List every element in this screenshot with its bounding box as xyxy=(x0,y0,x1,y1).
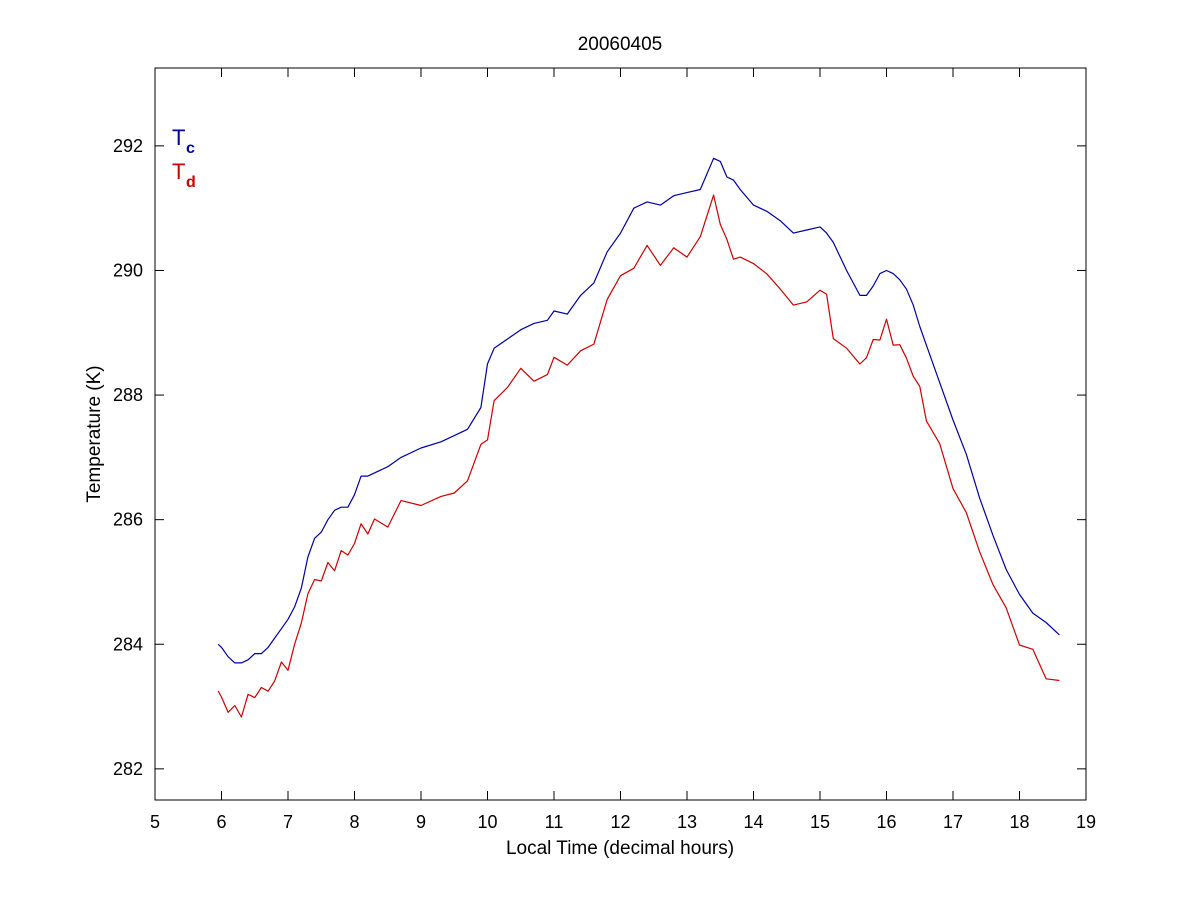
y-axis: 282 284 286 288 290 292 xyxy=(113,136,1086,779)
y-tick-label: 282 xyxy=(113,759,143,779)
y-tick-label: 290 xyxy=(113,260,143,280)
x-tick-label: 18 xyxy=(1009,812,1029,832)
x-tick-label: 19 xyxy=(1076,812,1096,832)
x-tick-label: 12 xyxy=(610,812,630,832)
y-tick-label: 286 xyxy=(113,510,143,530)
x-tick-label: 5 xyxy=(150,812,160,832)
series-line-td xyxy=(217,194,1060,718)
series-line-tc xyxy=(217,157,1060,664)
x-tick-label: 10 xyxy=(477,812,497,832)
y-axis-label: Temperature (K) xyxy=(84,365,105,502)
y-tick-label: 288 xyxy=(113,385,143,405)
series-lines xyxy=(217,157,1060,718)
x-tick-label: 7 xyxy=(283,812,293,832)
x-tick-label: 13 xyxy=(677,812,697,832)
x-tick-label: 17 xyxy=(943,812,963,832)
legend-label: T xyxy=(172,159,185,184)
x-tick-label: 9 xyxy=(416,812,426,832)
x-tick-label: 15 xyxy=(810,812,830,832)
x-axis: 5 6 7 8 9 10 11 12 13 14 15 16 17 18 19 xyxy=(150,68,1096,832)
y-tick-label: 284 xyxy=(113,634,143,654)
x-tick-label: 11 xyxy=(545,812,564,832)
x-tick-label: 6 xyxy=(216,812,226,832)
y-tick-label: 292 xyxy=(113,136,143,156)
x-axis-label: Local Time (decimal hours) xyxy=(506,838,734,859)
x-tick-label: 16 xyxy=(876,812,896,832)
legend-subscript: d xyxy=(186,174,196,191)
legend-subscript: c xyxy=(186,140,195,157)
legend-label: T xyxy=(172,125,185,150)
chart-title: 20060405 xyxy=(578,34,663,55)
x-tick-label: 8 xyxy=(349,812,359,832)
x-tick-label: 14 xyxy=(743,812,763,832)
